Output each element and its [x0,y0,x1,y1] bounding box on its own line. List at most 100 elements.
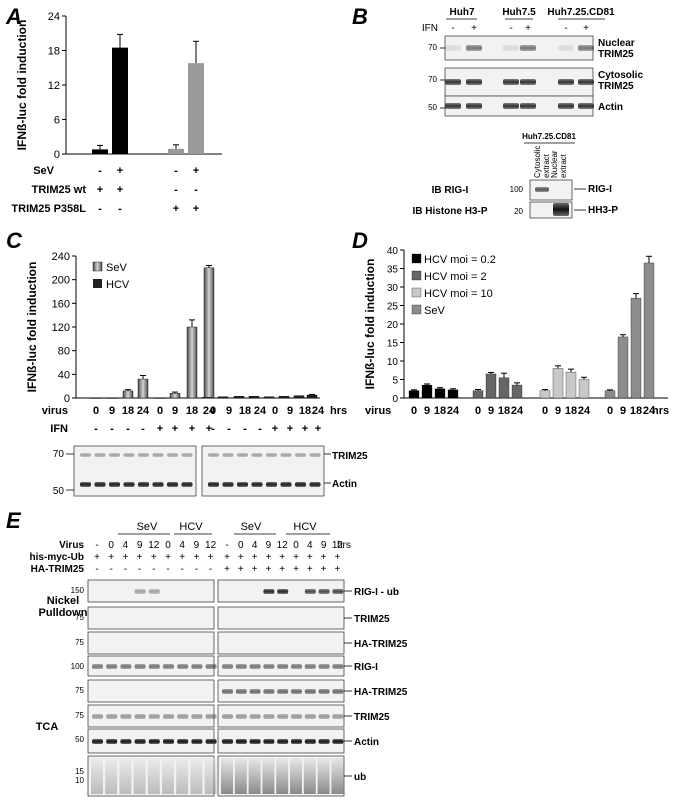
panel-e-band [291,739,302,744]
panel-e-virus-mark: 9 [266,540,272,551]
panel-c-ifn-mark: + [157,423,163,435]
panel-a-bar [188,63,204,154]
panel-e-ub-mark: + [108,552,114,563]
panel-label-e: E [6,508,22,533]
panel-d-legend-label: SeV [424,305,445,317]
panel-a-row-mark: - [174,184,178,196]
panel-c-ifn-mark: - [141,423,145,435]
panel-e-band [304,589,316,594]
panel-e-ha-mark: + [224,564,230,575]
panel-c-ifn-mark: + [206,423,212,435]
panel-b-band-label: Actin [598,102,623,113]
panel-a-row-mark: + [193,165,199,177]
panel-a-row-label: TRIM25 P358L [11,203,86,215]
panel-e-mw-marker: 75 [75,613,84,622]
panel-b-mw-marker: 70 [428,43,437,52]
panel-c-hrs-mark: 0 [272,405,278,417]
panel-c-band-label: Actin [332,479,357,490]
panel-c-actin-band [167,482,178,487]
panel-b-ifn-mark: + [525,23,531,34]
panel-e-ub-mark: + [265,552,271,563]
panel-b-sub-band-label: RIG-I [588,184,612,195]
panel-c-hrs-mark: 24 [254,405,267,417]
panel-b-band [503,103,519,109]
panel-b-hh3p-band [553,203,569,216]
panel-e-row-label: HA-TRIM25 [31,564,85,575]
panel-b-band [578,79,594,85]
panel-b-band [520,79,536,85]
panel-c-y-tick-label: 0 [64,393,70,405]
panel-e-band [163,714,174,719]
panel-e-ha-mark: - [209,564,212,575]
panel-c-bar [278,396,290,399]
panel-c-actin-band [208,482,219,487]
panel-e-band [106,739,118,744]
panel-e-ub-smear [204,758,217,794]
panel-c-blot [201,445,325,497]
panel-e-band [106,714,118,719]
panel-e-band [332,714,344,719]
panel-d-legend-label: HCV moi = 0.2 [424,254,496,266]
panel-a-row-mark: - [98,165,102,177]
panel-e-ha-mark: + [334,564,340,575]
panel-e-virus-mark: 12 [332,540,344,551]
panel-c-hrs-mark: 18 [186,405,198,417]
panel-e-ub-mark: + [307,552,313,563]
panel-c-trim25-band [80,453,91,457]
panel-c-legend-swatch [92,261,103,272]
panel-d-y-tick-label: 30 [387,283,399,294]
panel-e-virus-mark: 0 [108,540,114,551]
panel-b-ifn-label: IFN [422,23,438,34]
panel-e-mw-marker: 150 [71,586,85,595]
panel-e-group-label: HCV [179,521,203,533]
panel-b-band [466,79,482,85]
panel-e-virus-mark: 9 [194,540,200,551]
panel-c-actin-band [109,482,120,487]
panel-d-bar [643,262,655,399]
panel-d-y-tick-label: 0 [392,394,398,405]
panel-c-y-tick-label: 160 [52,298,70,310]
panel-c-ifn-mark: - [258,423,262,435]
panel-c-actin-band [266,482,277,487]
panel-e-ub-smear [262,758,275,794]
panel-a-y-tick-label: 24 [48,11,60,23]
panel-d-legend-swatch [411,304,422,315]
panel-e-band [263,739,275,744]
panel-e-virus-mark: 4 [179,540,185,551]
panel-e-band [106,664,118,669]
panel-e-band [222,739,233,744]
panel-e-virus-mark: - [225,540,228,551]
panel-e-band [148,589,160,594]
panel-c-ifn-mark: - [227,423,231,435]
panel-e-virus-mark: 9 [321,540,327,551]
panel-c-ifn-mark: + [302,423,308,435]
panel-e-band [263,664,275,669]
panel-d-bar [408,390,420,399]
panel-c-hrs-mark: 0 [157,405,163,417]
panel-e-ub-smear [119,758,132,794]
panel-c-ifn-mark: - [126,423,130,435]
panel-e-band [134,714,146,719]
panel-c-trim25-band [167,453,178,457]
panel-e-ub-mark: + [179,552,185,563]
panel-e-virus-mark: 12 [277,540,289,551]
panel-e-band [191,739,203,744]
panel-c-actin-band [295,482,306,487]
panel-c-legend-swatch [93,279,102,288]
panel-e-band [291,714,302,719]
panel-d-legend-swatch [411,253,422,264]
panel-e-band [332,739,344,744]
panel-c-legend-label: SeV [106,262,127,274]
panel-e-band [304,664,316,669]
panel-c-hrs-mark: 0 [210,405,216,417]
panel-b-band [445,103,461,109]
panel-e-virus-mark: 0 [165,540,171,551]
panel-e-ha-mark: + [252,564,258,575]
panel-d-x-label: virus [365,405,391,417]
panel-e-band [277,664,289,669]
panel-b-band [520,103,536,109]
panel-e-ha-mark: - [124,564,127,575]
panel-d-bar [617,336,629,399]
panel-d-x-tick: 18 [434,405,446,417]
